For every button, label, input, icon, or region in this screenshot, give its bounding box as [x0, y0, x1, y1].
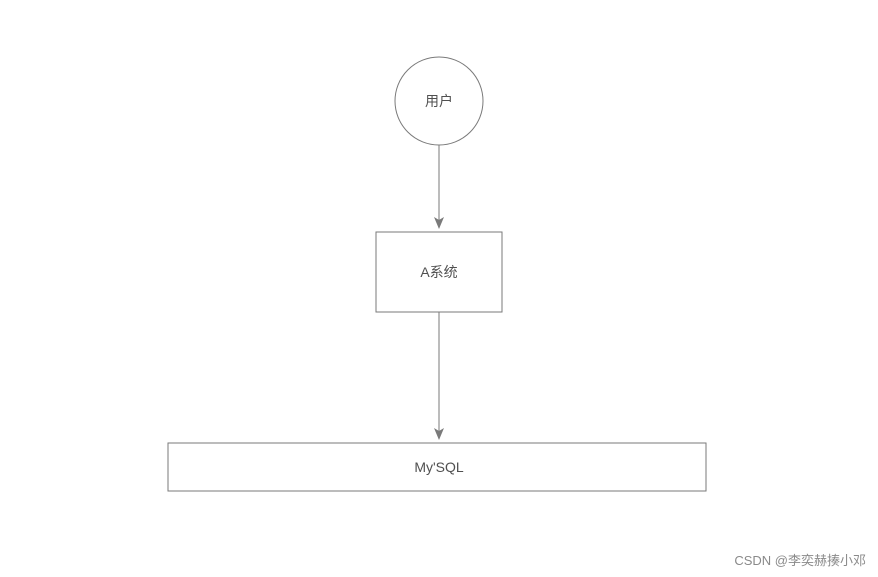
- node-user-label: 用户: [425, 93, 453, 109]
- watermark-text: CSDN @李奕赫揍小邓: [734, 550, 866, 569]
- node-mysql-label: My'SQL: [414, 459, 464, 475]
- node-system-a-label: A系统: [420, 264, 457, 280]
- flowchart-diagram: 用户 A系统 My'SQL: [0, 0, 878, 577]
